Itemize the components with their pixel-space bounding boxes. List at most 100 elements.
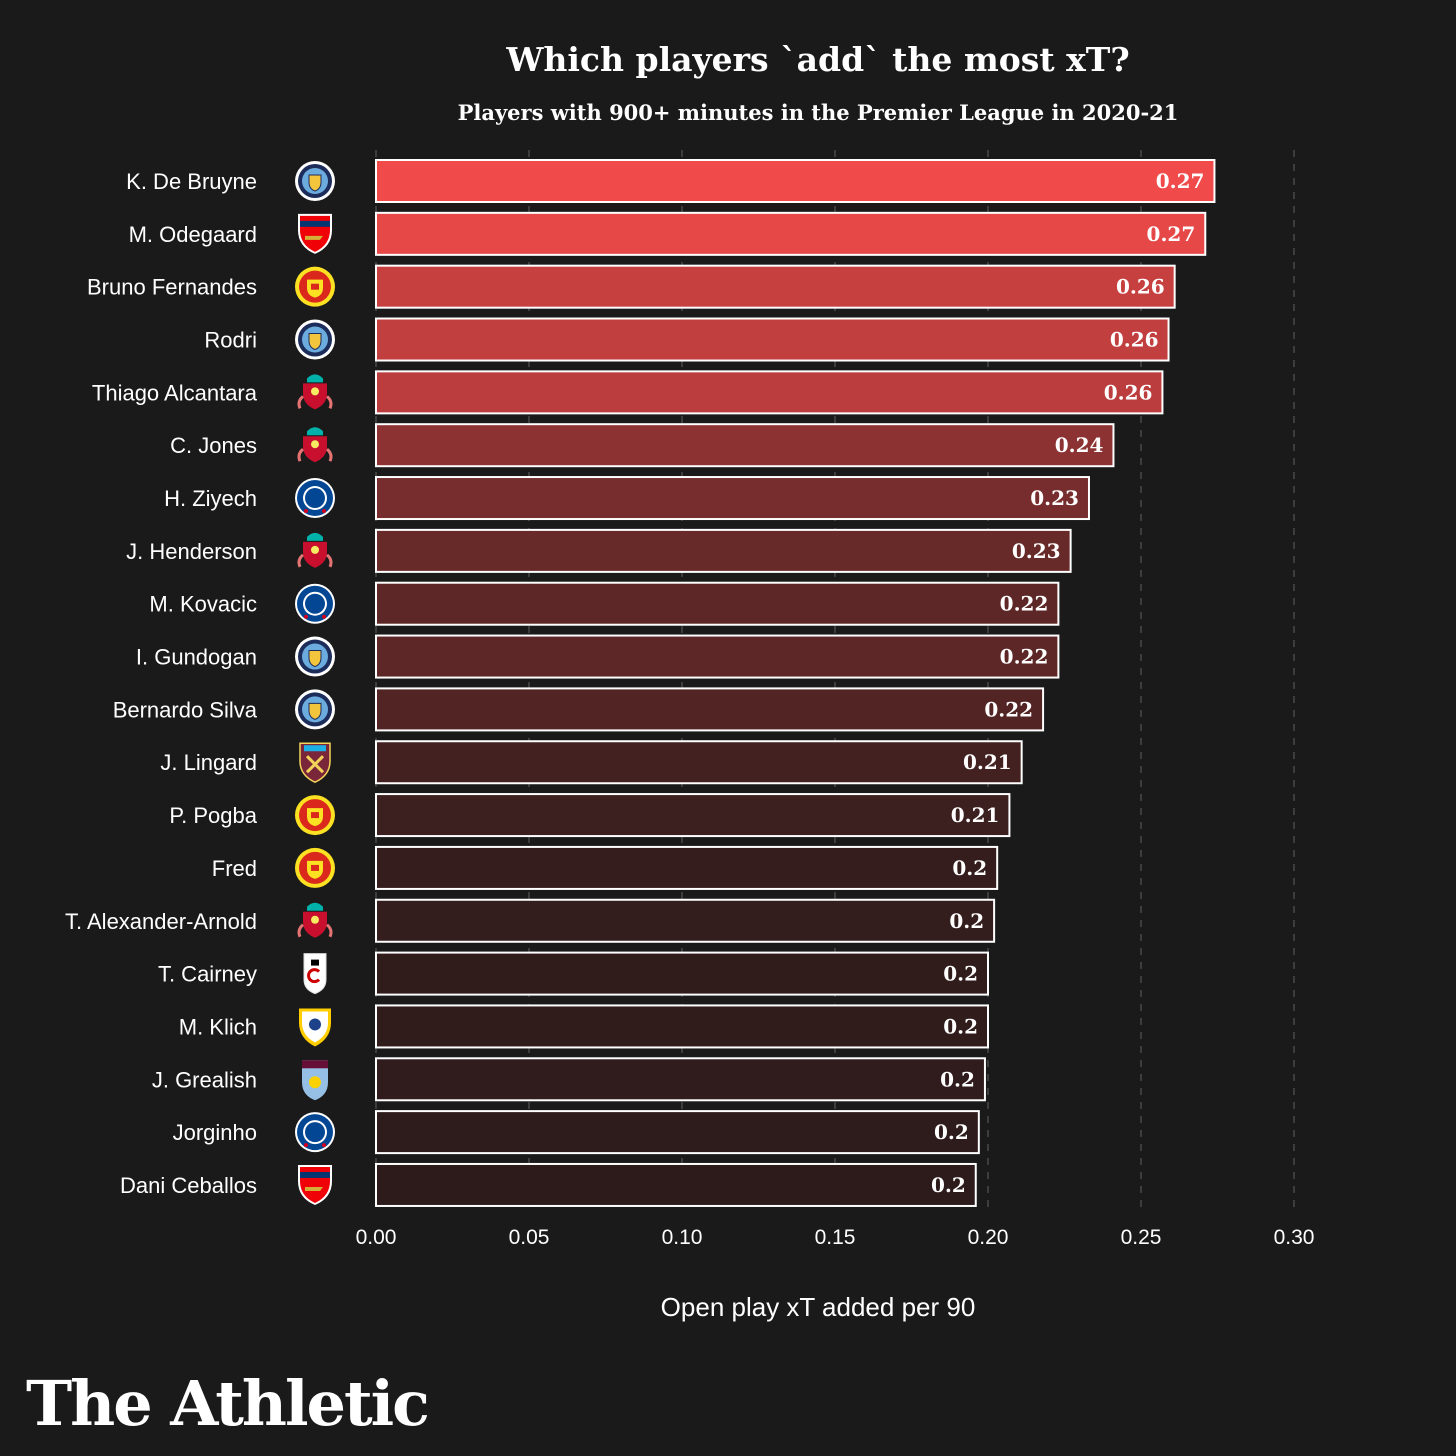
player-label: C. Jones bbox=[170, 433, 257, 458]
bar bbox=[375, 1110, 980, 1155]
x-axis-ticks: 0.00 0.05 0.10 0.15 0.20 0.25 0.30 bbox=[356, 1226, 1315, 1249]
arsenal-badge-icon bbox=[298, 213, 332, 254]
value-label: 0.2 bbox=[934, 1120, 969, 1144]
man-city-badge-icon bbox=[295, 161, 335, 201]
bar bbox=[375, 740, 1023, 785]
value-label: 0.2 bbox=[952, 856, 987, 880]
x-tick-label: 0.20 bbox=[968, 1226, 1009, 1249]
gridlines bbox=[375, 150, 1295, 1210]
player-label: Jorginho bbox=[173, 1120, 257, 1145]
bar bbox=[375, 793, 1011, 838]
the-athletic-logo: The Athletic bbox=[26, 1367, 430, 1440]
player-label: I. Gundogan bbox=[136, 645, 257, 670]
bar-row: J. Grealish 0.2 bbox=[152, 1057, 986, 1102]
bar bbox=[375, 634, 1060, 679]
bar bbox=[375, 845, 999, 890]
player-label: P. Pogba bbox=[169, 803, 257, 828]
value-label: 0.23 bbox=[1030, 486, 1079, 510]
bar-row: M. Klich 0.2 bbox=[179, 1004, 989, 1049]
man-city-badge-icon bbox=[295, 319, 335, 360]
bar bbox=[375, 370, 1164, 415]
player-label: Dani Ceballos bbox=[120, 1173, 257, 1198]
bar-row: T. Alexander-Arnold 0.2 bbox=[65, 898, 996, 943]
value-label: 0.26 bbox=[1116, 275, 1165, 299]
value-label: 0.21 bbox=[951, 803, 1000, 827]
bar-row: K. De Bruyne 0.27 bbox=[126, 159, 1216, 203]
player-label: M. Klich bbox=[179, 1014, 257, 1039]
liverpool-badge-icon bbox=[297, 427, 333, 463]
value-label: 0.21 bbox=[963, 750, 1012, 774]
x-tick-label: 0.05 bbox=[509, 1226, 550, 1249]
bar bbox=[375, 581, 1060, 626]
value-label: 0.27 bbox=[1156, 169, 1205, 193]
player-label: Bruno Fernandes bbox=[87, 275, 257, 300]
liverpool-badge-icon bbox=[297, 902, 333, 938]
value-label: 0.26 bbox=[1110, 328, 1159, 352]
arsenal-badge-icon bbox=[298, 1164, 332, 1205]
man-city-badge-icon bbox=[295, 636, 335, 677]
player-label: J. Henderson bbox=[126, 539, 257, 564]
player-label: T. Alexander-Arnold bbox=[65, 909, 257, 934]
player-label: K. De Bruyne bbox=[126, 169, 257, 194]
chelsea-badge-icon bbox=[295, 583, 335, 624]
aston-villa-badge-icon bbox=[302, 1060, 328, 1101]
chelsea-badge-icon bbox=[295, 478, 335, 519]
value-label: 0.23 bbox=[1012, 539, 1061, 563]
bars: K. De Bruyne 0.27 M. Odegaard 0.27 Bruno Fer… bbox=[65, 159, 1216, 1207]
bar bbox=[375, 317, 1170, 362]
liverpool-badge-icon bbox=[297, 532, 333, 568]
man-united-badge-icon bbox=[295, 795, 335, 836]
liverpool-badge-icon bbox=[297, 374, 333, 410]
bar-row: P. Pogba 0.21 bbox=[169, 793, 1011, 838]
value-label: 0.2 bbox=[943, 1014, 978, 1038]
bar bbox=[375, 951, 989, 996]
bar-row: Rodri 0.26 bbox=[204, 317, 1170, 362]
value-label: 0.22 bbox=[1000, 645, 1049, 669]
chelsea-badge-icon bbox=[295, 1112, 335, 1153]
bar bbox=[375, 211, 1207, 256]
value-label: 0.2 bbox=[940, 1067, 975, 1091]
leeds-badge-icon bbox=[299, 1008, 331, 1047]
player-label: Rodri bbox=[204, 328, 257, 353]
fulham-badge-icon bbox=[303, 953, 327, 995]
bar-row: Thiago Alcantara 0.26 bbox=[92, 370, 1164, 415]
value-label: 0.22 bbox=[1000, 592, 1049, 616]
player-label: J. Grealish bbox=[152, 1067, 257, 1092]
man-united-badge-icon bbox=[295, 266, 335, 307]
x-tick-label: 0.30 bbox=[1274, 1226, 1315, 1249]
bar bbox=[375, 1162, 977, 1207]
bar-row: M. Odegaard 0.27 bbox=[129, 211, 1207, 256]
bar-row: C. Jones 0.24 bbox=[170, 423, 1115, 468]
bar bbox=[375, 264, 1176, 309]
bar-row: T. Cairney 0.2 bbox=[158, 951, 989, 996]
player-label: Bernardo Silva bbox=[113, 697, 258, 722]
bar-row: J. Henderson 0.23 bbox=[126, 528, 1072, 573]
bar-row: Fred 0.2 bbox=[212, 845, 999, 890]
bar-row: I. Gundogan 0.22 bbox=[136, 634, 1060, 679]
bar bbox=[375, 1057, 986, 1102]
west-ham-badge-icon bbox=[299, 742, 331, 784]
x-tick-label: 0.10 bbox=[662, 1226, 703, 1249]
bar bbox=[375, 476, 1090, 521]
bar bbox=[375, 1004, 989, 1049]
value-label: 0.26 bbox=[1104, 380, 1153, 404]
bar bbox=[375, 687, 1045, 732]
player-label: Thiago Alcantara bbox=[92, 380, 258, 405]
man-united-badge-icon bbox=[295, 847, 335, 888]
bar bbox=[375, 898, 996, 943]
bar-row: Bernardo Silva 0.22 bbox=[113, 687, 1045, 732]
value-label: 0.22 bbox=[984, 697, 1033, 721]
chart-subtitle: Players with 900+ minutes in the Premier… bbox=[457, 100, 1179, 125]
bar-row: H. Ziyech 0.23 bbox=[164, 476, 1090, 521]
value-label: 0.24 bbox=[1055, 433, 1104, 457]
bar bbox=[375, 528, 1072, 573]
chart-title: Which players `add` the most xT? bbox=[506, 40, 1130, 79]
x-axis-title: Open play xT added per 90 bbox=[661, 1292, 976, 1322]
man-city-badge-icon bbox=[295, 689, 335, 730]
x-tick-label: 0.00 bbox=[356, 1226, 397, 1249]
bar-row: M. Kovacic 0.22 bbox=[149, 581, 1060, 626]
value-label: 0.27 bbox=[1147, 222, 1196, 246]
bar-row: Jorginho 0.2 bbox=[173, 1110, 980, 1155]
player-label: Fred bbox=[212, 856, 257, 881]
